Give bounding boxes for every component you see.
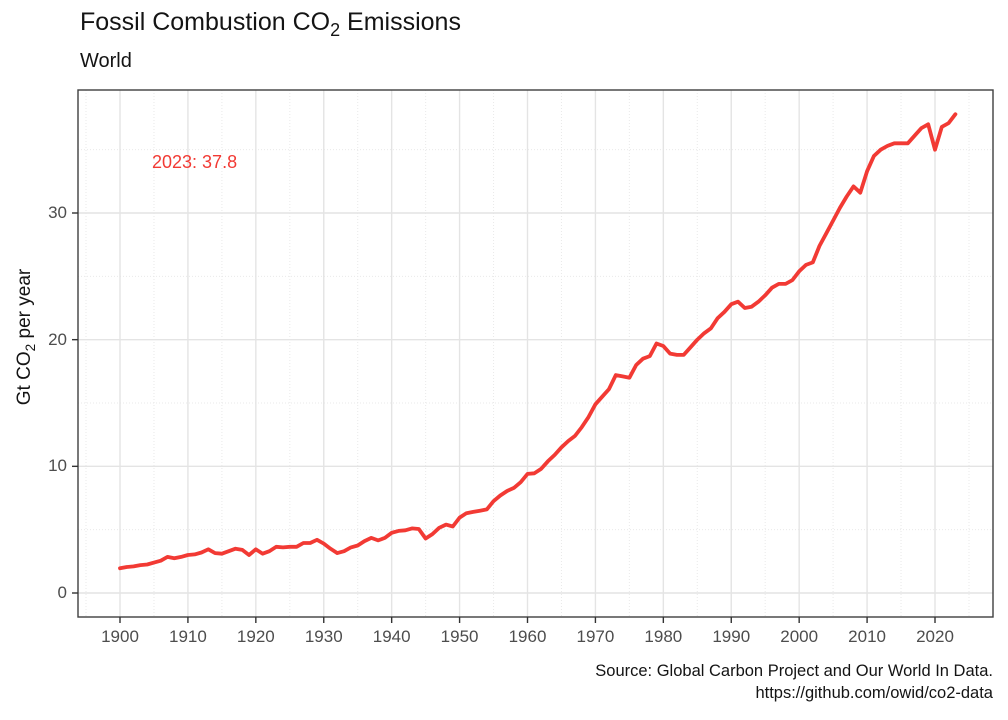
y-tick-label: 10 [48, 456, 67, 476]
x-tick-label: 1980 [644, 627, 683, 646]
x-tick-label: 1930 [304, 627, 343, 646]
x-tick-label: 1950 [440, 627, 479, 646]
x-tick-label: 2020 [916, 627, 954, 646]
plot-subtitle: World [80, 50, 132, 72]
emissions-line [118, 112, 958, 571]
y-axis-title-text: Gt CO [14, 351, 35, 406]
gridlines-major [78, 90, 993, 617]
annotation-latest-value: 2023: 37.8 [152, 152, 238, 172]
plot-title-text: Fossil Combustion CO [80, 8, 331, 36]
x-tick-label: 1900 [101, 627, 139, 646]
caption-source-line: Source: Global Carbon Project and Our Wo… [595, 662, 993, 680]
x-tick-label: 1940 [372, 627, 411, 646]
axis-tick-marks [72, 212, 936, 623]
caption: Source: Global Carbon Project and Our Wo… [595, 660, 993, 704]
y-tick-label: 0 [57, 583, 67, 602]
panel-border [77, 89, 994, 618]
caption-url-line: https://github.com/owid/co2-data [755, 684, 993, 702]
x-tick-label: 2010 [848, 627, 886, 646]
gridlines-minor [78, 90, 993, 617]
x-tick-label: 1990 [712, 627, 751, 646]
x-tick-label: 1920 [236, 627, 275, 646]
x-tick-label: 1910 [168, 627, 207, 646]
x-tick-label: 1960 [508, 627, 547, 646]
plot-title-subscript: 2 [330, 20, 341, 40]
y-tick-label: 20 [48, 329, 67, 349]
plot-title-text-end: Emissions [340, 8, 461, 36]
plot-title: Fossil Combustion CO2 Emissions [80, 8, 461, 40]
x-tick-label: 1970 [576, 627, 615, 646]
x-tick-label: 2000 [780, 627, 819, 646]
y-tick-label: 30 [48, 202, 67, 222]
